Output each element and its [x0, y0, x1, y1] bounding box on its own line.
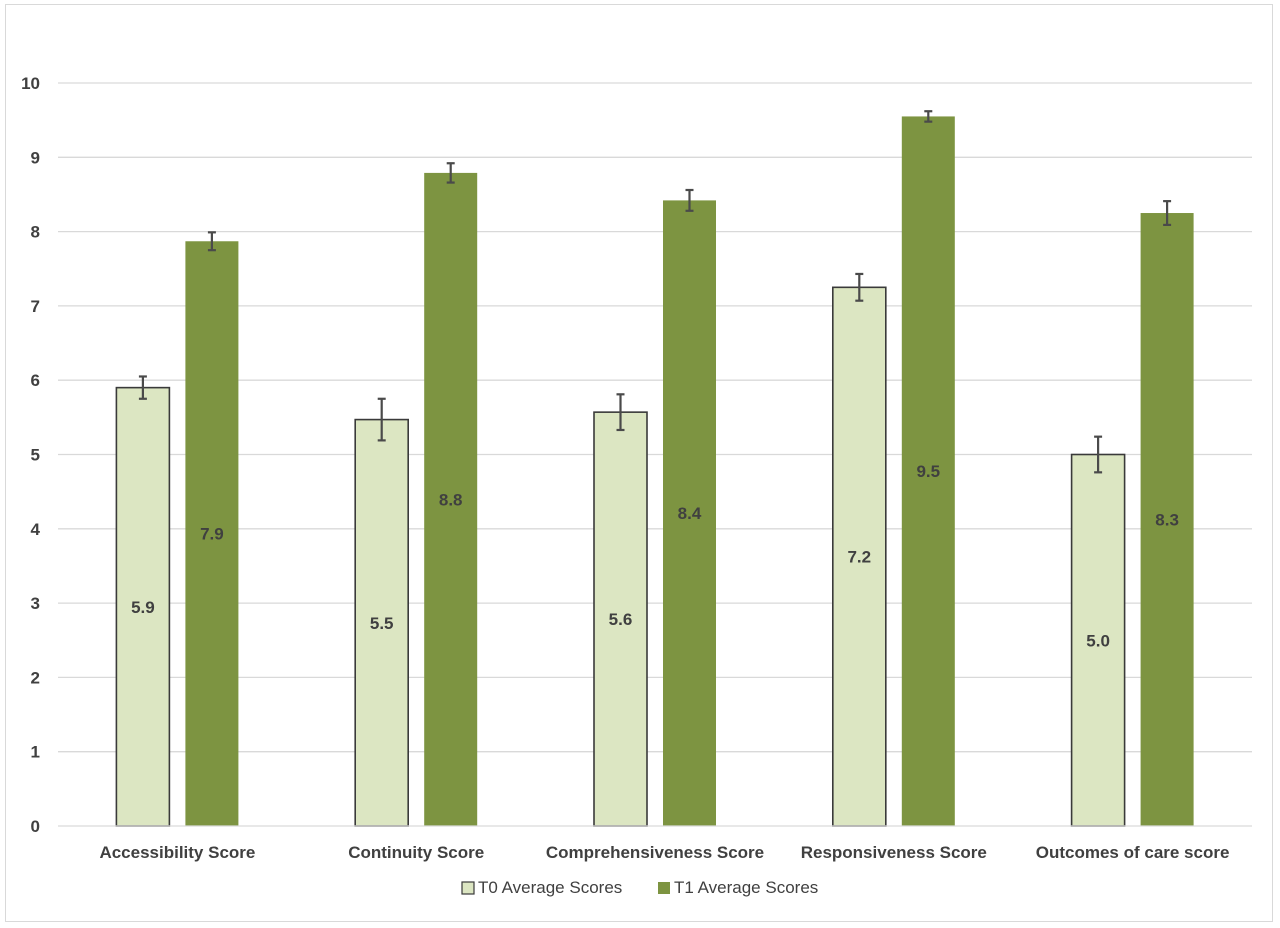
x-category-label: Responsiveness Score [801, 843, 987, 862]
data-label: 7.2 [847, 548, 871, 567]
y-tick-label: 1 [31, 743, 40, 762]
data-label: 7.9 [200, 525, 224, 544]
x-category-label: Outcomes of care score [1036, 843, 1230, 862]
bar-t1 [901, 116, 955, 826]
x-category-label: Comprehensiveness Score [546, 843, 764, 862]
y-tick-label: 0 [31, 817, 40, 836]
bar-t1 [663, 200, 716, 827]
data-label: 8.8 [439, 490, 463, 509]
legend-label: T1 Average Scores [674, 878, 818, 897]
y-tick-label: 10 [21, 74, 40, 93]
bar-t1 [1140, 213, 1194, 826]
y-tick-label: 8 [31, 223, 40, 242]
legend-label: T0 Average Scores [478, 878, 622, 897]
data-label: 5.0 [1086, 631, 1110, 650]
x-category-label: Accessibility Score [99, 843, 255, 862]
data-label: 8.3 [1155, 511, 1179, 530]
legend-swatch [658, 882, 670, 894]
legend-swatch [461, 881, 475, 895]
y-tick-label: 6 [31, 371, 40, 390]
bar-t1 [424, 172, 478, 826]
bar-t0 [1070, 453, 1126, 827]
y-tick-label: 2 [31, 668, 40, 687]
data-label: 9.5 [916, 462, 940, 481]
bar-t1 [185, 241, 239, 826]
bar-t0 [831, 286, 887, 827]
bar-t0 [354, 418, 410, 827]
legend-item: T1 Average Scores [658, 878, 818, 897]
bar-t0 [115, 386, 171, 827]
x-category-label: Continuity Score [348, 843, 484, 862]
data-label: 8.4 [678, 504, 702, 523]
data-label: 5.9 [131, 598, 155, 617]
y-tick-label: 7 [31, 297, 40, 316]
y-tick-label: 9 [31, 148, 40, 167]
legend-item: T0 Average Scores [461, 878, 622, 897]
y-tick-label: 4 [31, 520, 41, 539]
data-label: 5.6 [609, 610, 633, 629]
data-label: 5.5 [370, 614, 394, 633]
y-tick-label: 5 [31, 446, 40, 465]
y-tick-label: 3 [31, 594, 40, 613]
